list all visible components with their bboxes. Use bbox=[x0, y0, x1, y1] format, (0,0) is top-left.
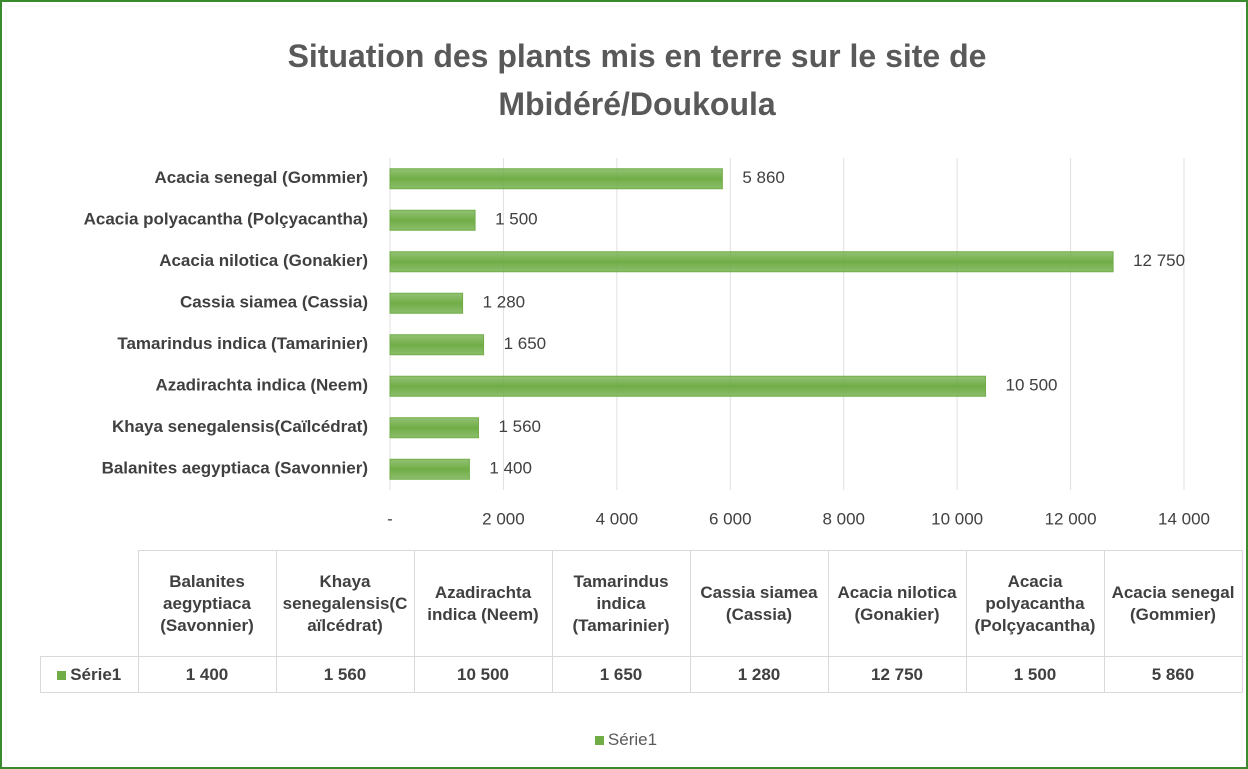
table-cell: 10 500 bbox=[413, 656, 553, 693]
x-tick-label: 8 000 bbox=[822, 509, 865, 528]
table-header: Khaya senegalensis(Caïlcédrat) bbox=[275, 550, 415, 657]
data-table: Balanites aegyptiaca (Savonnier) Khaya se… bbox=[40, 550, 1243, 693]
bar bbox=[389, 417, 479, 439]
data-label: 1 400 bbox=[489, 459, 532, 478]
bar bbox=[389, 168, 723, 190]
table-corner bbox=[40, 550, 139, 657]
data-label: 1 280 bbox=[483, 293, 526, 312]
table-header: Acacia polyacantha (Polçyacantha) bbox=[965, 550, 1105, 657]
bar bbox=[389, 251, 1114, 273]
y-tick-label: Khaya senegalensis(Caïlcédrat) bbox=[112, 417, 368, 436]
chart-title: Situation des plants mis en terre sur le… bbox=[287, 38, 987, 122]
table-cell: 12 750 bbox=[827, 656, 967, 693]
data-label: 12 750 bbox=[1133, 251, 1185, 270]
table-cell: 1 560 bbox=[275, 656, 415, 693]
y-tick-label: Acacia polyacantha (Polçyacantha) bbox=[84, 210, 368, 229]
table-cell: 5 860 bbox=[1103, 656, 1243, 693]
table-row: Série1 1 400 1 560 10 500 1 650 1 280 12 750 1 … bbox=[40, 656, 1243, 693]
y-tick-label: Acacia senegal (Gommier) bbox=[154, 168, 368, 187]
table-header: Balanites aegyptiaca (Savonnier) bbox=[137, 550, 277, 657]
bar bbox=[389, 458, 470, 480]
table-header: Azadirachta indica (Neem) bbox=[413, 550, 553, 657]
x-tick-label: - bbox=[387, 509, 393, 528]
y-tick-label: Acacia nilotica (Gonakier) bbox=[159, 251, 368, 270]
table-header-row: Balanites aegyptiaca (Savonnier) Khaya se… bbox=[40, 550, 1243, 657]
x-tick-label: 2 000 bbox=[482, 509, 525, 528]
bar bbox=[389, 209, 476, 231]
bar bbox=[389, 292, 464, 314]
x-tick-label: 12 000 bbox=[1045, 509, 1097, 528]
y-tick-label: Azadirachta indica (Neem) bbox=[155, 376, 368, 395]
data-label: 5 860 bbox=[742, 168, 785, 187]
x-tick-label: 4 000 bbox=[596, 509, 639, 528]
table-cell: 1 280 bbox=[689, 656, 829, 693]
y-tick-label: Cassia siamea (Cassia) bbox=[180, 293, 368, 312]
legend: Série1 bbox=[2, 730, 1246, 750]
table-header: Cassia siamea (Cassia) bbox=[689, 550, 829, 657]
table-cell: 1 400 bbox=[137, 656, 277, 693]
bar bbox=[389, 334, 485, 356]
x-tick-label: 6 000 bbox=[709, 509, 752, 528]
x-tick-label: 10 000 bbox=[931, 509, 983, 528]
legend-key bbox=[594, 736, 604, 745]
y-tick-label: Tamarindus indica (Tamarinier) bbox=[117, 334, 368, 353]
table-header: Acacia senegal (Gommier) bbox=[1103, 550, 1243, 657]
series-name: Série1 bbox=[70, 664, 122, 684]
bar bbox=[389, 375, 986, 397]
x-tick-label: 14 000 bbox=[1158, 509, 1210, 528]
table-cell: 1 650 bbox=[551, 656, 691, 693]
data-label: 1 560 bbox=[498, 417, 541, 436]
table-row-header: Série1 bbox=[40, 656, 139, 693]
table-header: Acacia nilotica (Gonakier) bbox=[827, 550, 967, 657]
data-label: 10 500 bbox=[1006, 376, 1058, 395]
y-tick-label: Balanites aegyptiaca (Savonnier) bbox=[102, 459, 368, 478]
table-header: Tamarindus indica (Tamarinier) bbox=[551, 550, 691, 657]
legend-label: Série1 bbox=[607, 730, 658, 749]
data-label: 1 500 bbox=[495, 210, 538, 229]
table-cell: 1 500 bbox=[965, 656, 1105, 693]
legend-key bbox=[57, 670, 67, 680]
data-label: 1 650 bbox=[504, 334, 547, 353]
